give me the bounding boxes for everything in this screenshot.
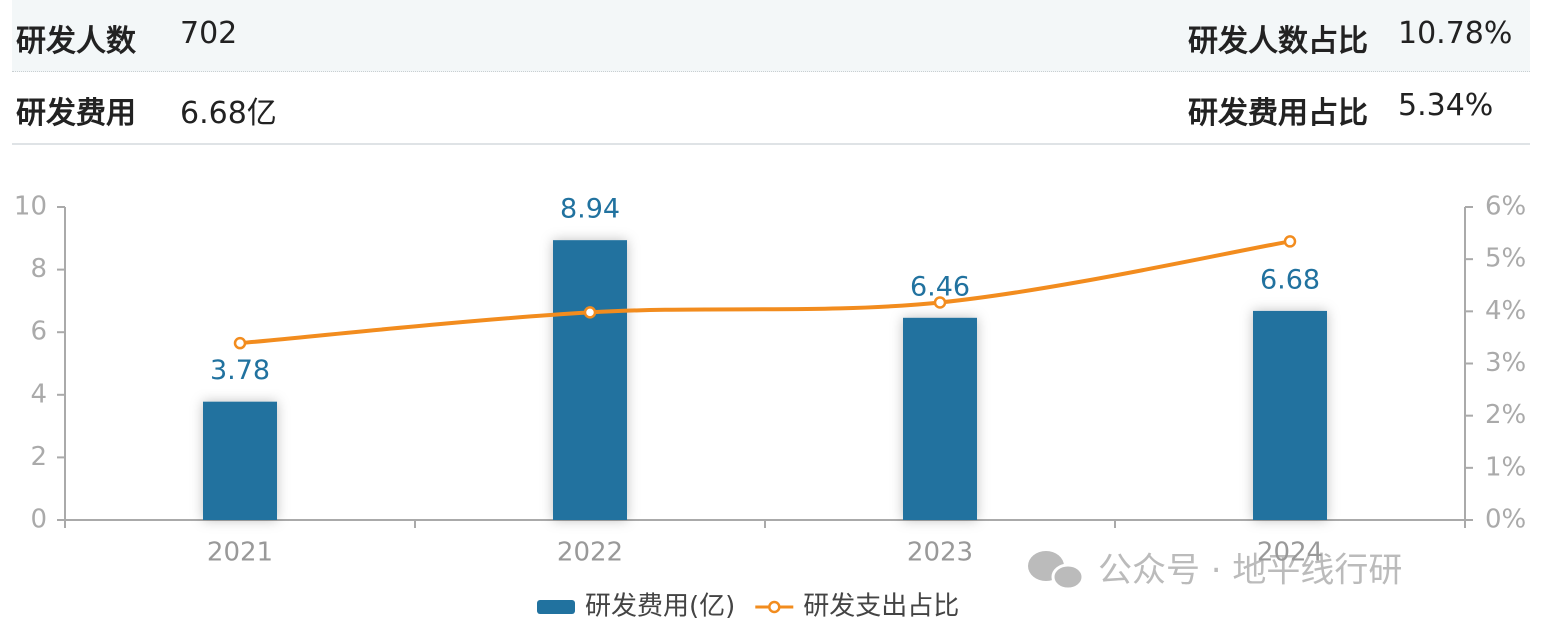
data-label: 8.94 (560, 194, 620, 225)
watermark: 公众号 · 地平线行研 (1098, 551, 1402, 591)
stat-value: 5.34% (1398, 88, 1494, 123)
y-tick-label: 0 (30, 505, 47, 535)
stat-value: 10.78% (1398, 16, 1513, 51)
bar (553, 240, 627, 521)
y-tick-label: 10 (14, 192, 47, 222)
data-label: 3.78 (210, 355, 270, 386)
stats-row: 研发费用 6.68亿 研发费用占比 5.34% (12, 72, 1530, 145)
y-tick-label: 4 (30, 379, 47, 409)
legend-label: 研发费用(亿) (585, 592, 735, 622)
y2-tick-label: 1% (1485, 452, 1526, 482)
bar (903, 317, 977, 520)
stats-row: 研发人数 702 研发人数占比 10.78% (12, 0, 1530, 72)
stat-label: 研发费用占比 (1188, 96, 1368, 131)
y2-tick-label: 0% (1485, 505, 1526, 535)
legend-label: 研发支出占比 (803, 592, 959, 622)
y2-tick-label: 4% (1485, 296, 1526, 326)
line-point (933, 296, 947, 309)
x-tick-label: 2023 (907, 538, 973, 568)
y-tick-label: 6 (30, 317, 47, 347)
line-point (233, 336, 247, 350)
stat-value: 6.68亿 (180, 96, 277, 131)
stat-value: 702 (180, 16, 238, 51)
stat-label: 研发费用 (16, 96, 136, 131)
stat-label: 研发人数占比 (1188, 24, 1368, 59)
x-tick-label: 2024 (1257, 538, 1323, 568)
stat-label: 研发人数 (16, 24, 136, 59)
x-tick-label: 2021 (207, 538, 273, 568)
y2-tick-label: 6% (1485, 192, 1526, 222)
legend-swatch (537, 600, 575, 614)
y2-tick-label: 5% (1485, 244, 1526, 274)
y-tick-label: 2 (30, 442, 47, 472)
watermark-icon (1028, 551, 1085, 591)
bar (1253, 310, 1327, 520)
legend-swatch-point (768, 600, 781, 614)
y2-tick-label: 3% (1485, 348, 1526, 378)
data-label: 6.68 (1260, 264, 1320, 295)
y-tick-label: 8 (30, 254, 47, 284)
line-point (583, 306, 597, 319)
y2-tick-label: 2% (1485, 400, 1526, 430)
line-point (1283, 235, 1297, 248)
x-tick-label: 2022 (557, 538, 623, 568)
bar (203, 401, 277, 520)
line (239, 239, 1291, 346)
